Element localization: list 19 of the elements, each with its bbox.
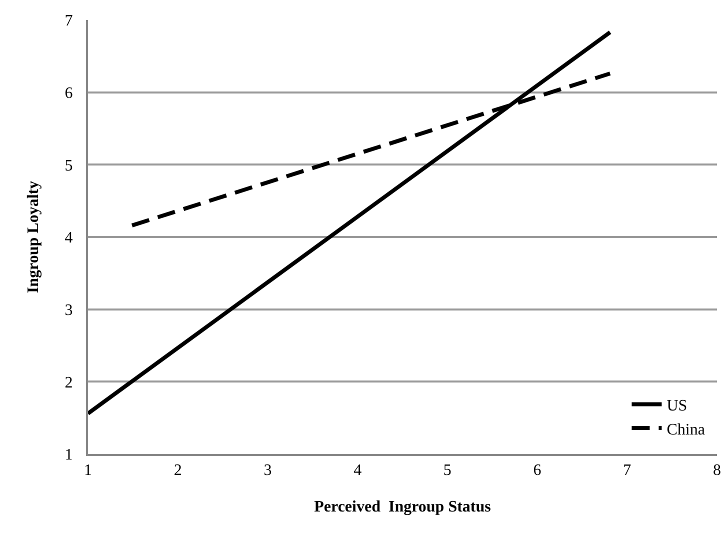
y-tick-label: 1 xyxy=(64,446,73,464)
x-tick-label: 1 xyxy=(84,462,92,480)
x-tick-label: 2 xyxy=(174,462,182,480)
x-tick-label: 7 xyxy=(623,462,632,480)
x-tick-label: 6 xyxy=(533,462,542,480)
x-axis-title: Perceived Ingroup Status xyxy=(314,498,491,516)
y-tick-label: 5 xyxy=(64,157,73,174)
legend-label: US xyxy=(666,397,688,414)
y-tick-label: 2 xyxy=(64,374,73,392)
x-tick-label: 3 xyxy=(264,462,272,480)
y-tick-label: 7 xyxy=(64,12,73,30)
x-tick-label: 8 xyxy=(713,462,721,480)
legend-label: China xyxy=(666,421,705,438)
y-tick-label: 4 xyxy=(64,230,73,247)
y-axis-title: Ingroup Loyalty xyxy=(25,180,42,294)
y-tick-label: 6 xyxy=(64,84,73,102)
y-tick-label: 3 xyxy=(64,302,73,319)
x-tick-label: 4 xyxy=(354,462,362,480)
x-tick-label: 5 xyxy=(443,462,452,480)
